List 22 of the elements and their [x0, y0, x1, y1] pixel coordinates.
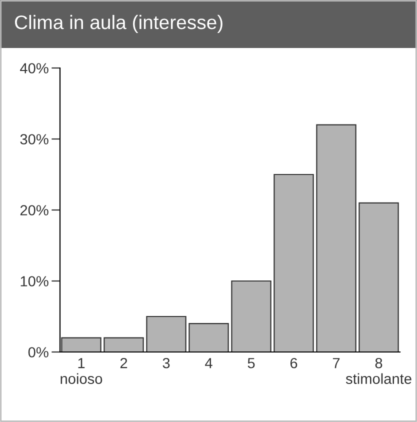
bar	[146, 316, 186, 352]
x-tick-label: 5	[248, 358, 255, 368]
x-tick-label: 1 noioso	[60, 358, 102, 384]
y-tick-label: 30%	[20, 134, 48, 144]
bar	[316, 124, 356, 352]
chart-title: Clima in aula (interesse)	[14, 14, 222, 34]
bar	[231, 280, 272, 352]
x-tick-label: 7	[332, 358, 340, 368]
x-tick-label: 4	[205, 358, 212, 368]
bar	[358, 202, 399, 352]
bar	[274, 174, 314, 352]
y-tick-label: 0%	[28, 347, 48, 358]
x-tick-label: 8 stimolante	[346, 358, 412, 384]
x-tick-label: 3	[162, 358, 170, 368]
y-tick-label: 20%	[20, 205, 48, 216]
x-tick-label: 2	[120, 358, 128, 368]
bar	[104, 337, 144, 352]
y-tick-label: 10%	[20, 276, 48, 286]
bar	[188, 323, 229, 352]
y-tick-label: 40%	[20, 63, 48, 74]
x-tick-label: 6	[290, 358, 298, 368]
bar	[61, 337, 102, 352]
